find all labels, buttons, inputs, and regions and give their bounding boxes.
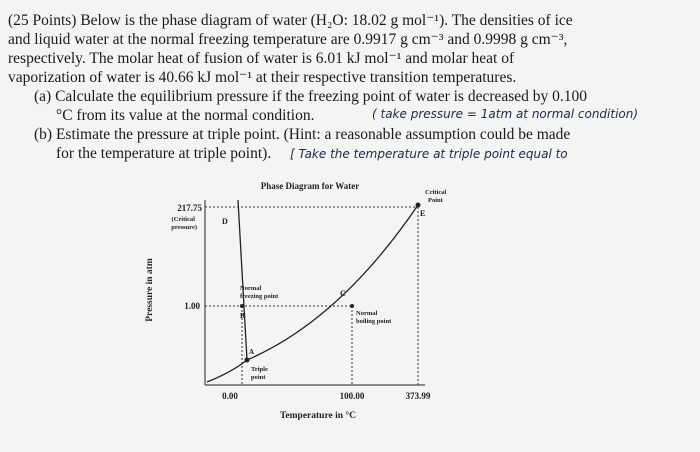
boiling-point: [350, 304, 354, 308]
part-a-line: (a) Calculate the equilibrium pressure i…: [34, 88, 587, 105]
critical-point: [415, 202, 421, 208]
region-label: D: [222, 217, 228, 226]
x-tick-label: 373.99: [406, 391, 431, 401]
part-b-line: for the temperature at triple point).: [56, 145, 271, 162]
point-label: A: [249, 348, 254, 356]
handwritten-note: ( take pressure = 1atm at normal conditi…: [372, 107, 638, 121]
fusion-curve: [237, 199, 248, 361]
handwritten-note: [ Take the temperature at triple point e…: [290, 147, 568, 161]
point-label: C: [340, 289, 346, 298]
point-label: B: [240, 312, 245, 320]
y-tick-label: 217.75: [177, 203, 202, 213]
intro-line: respectively. The molar heat of fusion o…: [8, 50, 515, 67]
y-tick-label: 1.00: [184, 301, 200, 311]
x-axis-label: Temperature in °C: [280, 410, 356, 421]
y-tick-label: (Critical: [172, 216, 196, 223]
triple-point: [244, 357, 250, 363]
freezing-point: [240, 304, 244, 308]
intro-line: vaporization of water is 40.66 kJ mol⁻¹ …: [8, 69, 516, 86]
intro-line: (25 Points) Below is the phase diagram o…: [8, 12, 573, 29]
annotation: Normal: [240, 285, 261, 292]
intro-line: and liquid water at the normal freezing …: [8, 31, 567, 48]
x-tick-label: 0.00: [222, 391, 238, 401]
part-b-line: (b) Estimate the pressure at triple poin…: [34, 126, 570, 143]
annotation: Normal: [356, 310, 377, 317]
annotation: Critical: [425, 189, 446, 196]
point-label: E: [420, 209, 425, 218]
y-axis-label: Pressure in atm: [145, 258, 155, 322]
part-a-line: °C from its value at the normal conditio…: [56, 107, 314, 124]
y-tick-label: pressure): [171, 224, 197, 231]
annotation: Triple: [251, 366, 268, 373]
annotation: point: [251, 374, 266, 381]
x-tick-label: 100.00: [340, 391, 365, 401]
phase-diagram: Phase Diagram for Water 217.75 (Critical…: [145, 181, 446, 421]
annotation: Point: [428, 197, 444, 204]
sublimation-curve: [206, 359, 248, 383]
annotation: boiling point: [356, 318, 392, 325]
annotation: freezing point: [240, 293, 279, 300]
vaporization-curve: [246, 204, 419, 361]
figure-title: Phase Diagram for Water: [261, 181, 359, 191]
